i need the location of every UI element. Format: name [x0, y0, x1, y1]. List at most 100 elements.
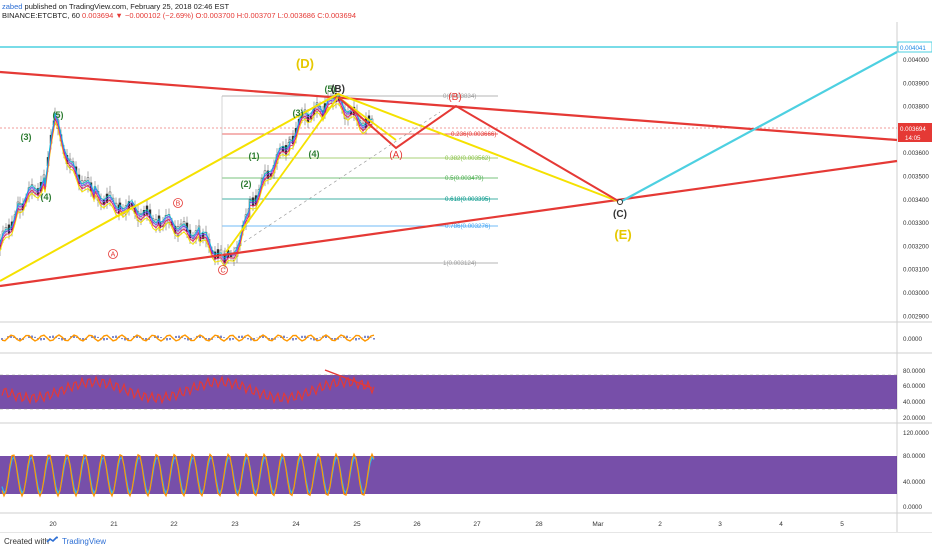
candle-body — [18, 202, 22, 213]
tradingview-logo-icon — [46, 536, 58, 543]
publish-line: zabed published on TradingView.com, Febr… — [2, 2, 932, 11]
last-price-label: 0.003694 — [900, 126, 926, 133]
moving-average-line — [0, 100, 373, 264]
wave-label-red: (B) — [448, 92, 461, 103]
lower-trendline — [0, 159, 898, 288]
fib-level-label: 0(0.003834) — [443, 93, 476, 100]
rsi-tick-label: 60.0000 — [903, 383, 926, 390]
wave-label-red: A — [111, 252, 116, 259]
wave-circle-icon — [108, 249, 118, 259]
price-change: −0.000102 (−2.69%) — [124, 11, 194, 20]
wave-label-yellow: (B) — [331, 84, 345, 95]
time-tick-label: 28 — [535, 521, 543, 528]
ohlc-values: O:0.003700 H:0.003707 L:0.003686 C:0.003… — [195, 11, 356, 20]
time-tick-label: 4 — [779, 521, 783, 528]
time-tick-label: 25 — [353, 521, 361, 528]
footer: Created with TradingView — [0, 532, 932, 551]
last-price: 0.003694 — [82, 11, 114, 20]
price-tick-label: 0.003800 — [903, 104, 929, 111]
wave-label-green: (4) — [41, 192, 52, 202]
fib-level-label: 0.236(0.003666) — [451, 131, 496, 138]
rsi-band — [0, 375, 897, 409]
stoch-tick-label: 0.0000 — [903, 504, 922, 511]
time-tick-label: 24 — [292, 521, 300, 528]
projection-abc-line — [337, 96, 621, 203]
top-price-tag — [897, 41, 932, 53]
wave-label-green: (2) — [241, 179, 252, 189]
moving-average-line — [0, 103, 373, 267]
time-tick-label: 5 — [840, 521, 844, 528]
time-tick-label: 3 — [718, 521, 722, 528]
wave-label-red: (A) — [389, 150, 402, 161]
moving-average-line — [0, 95, 373, 259]
macd-signal-line — [1, 334, 375, 342]
time-tick-label: 20 — [49, 521, 57, 528]
symbol-name[interactable]: BINANCE:ETCBTC, 60 — [2, 11, 83, 20]
stoch-d-line — [1, 452, 375, 498]
publish-info: published on TradingView.com, February 2… — [22, 2, 230, 11]
target-point — [617, 199, 623, 205]
macd-tick-label: 0.0000 — [903, 336, 922, 343]
price-tick-label: 0.003900 — [903, 80, 929, 87]
wave-circle-icon — [173, 198, 183, 208]
fib-level-label: 0.5(0.003479) — [445, 175, 484, 182]
price-tick-label: 0.004000 — [903, 57, 929, 64]
author-link[interactable]: zabed — [2, 2, 23, 11]
wave-yellow-segment — [225, 96, 339, 253]
stoch-tick-label: 120.0000 — [903, 430, 929, 437]
symbol-line: BINANCE:ETCBTC, 60 0.003694 ▼ −0.000102 … — [2, 11, 932, 20]
price-tick-label: 0.003300 — [903, 220, 929, 227]
wave-label-green: (5) — [325, 84, 336, 94]
chart-header: zabed published on TradingView.com, Febr… — [0, 0, 932, 24]
time-tick-label: 23 — [231, 521, 239, 528]
price-tick-label: 0.003200 — [903, 243, 929, 250]
candle-body — [201, 233, 205, 239]
top-price-label: 0.004041 — [900, 45, 926, 52]
wave-label-green: (5) — [53, 110, 64, 120]
main-pane — [0, 24, 897, 322]
rsi-tick-label: 80.0000 — [903, 368, 926, 375]
projection-cyan-line — [619, 51, 898, 203]
fib-level-label: 0.382(0.003562) — [445, 155, 490, 162]
upper-trendline — [0, 70, 898, 142]
fib-level-label: 1(0.003124) — [443, 260, 476, 267]
rsi-divergence-line — [324, 369, 373, 389]
wave-label-yellow: (C) — [613, 209, 627, 220]
time-tick-label: 21 — [110, 521, 118, 528]
rsi-tick-label: 20.0000 — [903, 415, 926, 422]
rsi-tick-label: 40.0000 — [903, 399, 926, 406]
chart-canvas[interactable]: 0.0040000.0039000.0038000.0037000.003600… — [0, 22, 932, 532]
price-tick-label: 0.003100 — [903, 267, 929, 274]
stoch-tick-label: 40.0000 — [903, 479, 926, 486]
time-tick-label: 22 — [170, 521, 178, 528]
tradingview-link[interactable]: TradingView — [62, 537, 107, 546]
wave-label-yellow: (D) — [296, 56, 314, 71]
stoch-band — [0, 456, 897, 494]
wave-label-yellow: (E) — [614, 227, 631, 242]
fib-level-label: 0.786(0.003276) — [445, 223, 490, 230]
time-tick-label: 27 — [473, 521, 481, 528]
time-tick-label: 26 — [413, 521, 421, 528]
price-tick-label: 0.003400 — [903, 197, 929, 204]
guide-line — [228, 111, 441, 253]
wave-yellow-line — [0, 92, 621, 282]
time-tick-label: 2 — [658, 521, 662, 528]
wave-circle-icon — [218, 265, 228, 275]
price-tick-label: 0.003500 — [903, 174, 929, 181]
countdown-label: 14:05 — [905, 135, 921, 142]
rsi-line — [1, 375, 375, 405]
time-tick-label: Mar — [592, 521, 604, 528]
wave-yellow-segment — [337, 96, 397, 141]
wave-label-green: (1) — [249, 151, 260, 161]
price-tick-label: 0.002900 — [903, 313, 929, 320]
last-price-tag — [898, 123, 932, 142]
price-tick-label: 0.003000 — [903, 290, 929, 297]
wave-label-red: C — [220, 268, 225, 275]
wave-label-red: B — [176, 201, 181, 208]
wave-label-green: (3) — [293, 108, 304, 118]
down-arrow-icon: ▼ — [115, 11, 123, 20]
created-with-text: Created with — [4, 537, 49, 546]
stoch-tick-label: 80.0000 — [903, 453, 926, 460]
price-tick-label: 0.003600 — [903, 150, 929, 157]
wave-label-green: (4) — [309, 149, 320, 159]
